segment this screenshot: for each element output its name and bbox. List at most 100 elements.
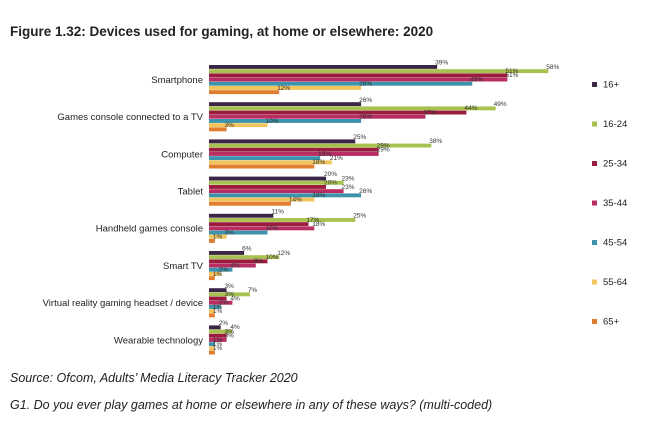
value-label-smart-tv-65: 1% — [213, 271, 223, 278]
bar-smart-tv-25-34 — [209, 259, 268, 264]
value-label-virtual-reality-gaming-headset-device-16-24: 7% — [248, 287, 258, 294]
bar-virtual-reality-gaming-headset-device-55-64 — [209, 309, 215, 314]
value-label-smartphone-35-44: 51% — [505, 72, 518, 79]
legend-label-25-34: 25-34 — [603, 159, 627, 170]
bar-computer-65 — [209, 164, 315, 169]
value-label-smartphone-55-64: 26% — [359, 81, 372, 88]
bar-smart-tv-55-64 — [209, 272, 221, 276]
bar-smartphone-45-54 — [209, 81, 473, 86]
value-label-computer-65: 18% — [312, 159, 325, 166]
value-label-wearable-technology-35-44: 3% — [225, 333, 235, 340]
value-label-smartphone-25-34: 51% — [505, 68, 518, 75]
bar-wearable-technology-45-54 — [209, 342, 215, 347]
value-label-computer-45-54: 19% — [318, 151, 331, 158]
bar-computer-55-64 — [209, 160, 332, 165]
category-label-wearable-technology: Wearable technology — [114, 335, 203, 346]
figure-title: Figure 1.32: Devices used for gaming, at… — [10, 24, 434, 39]
value-label-smart-tv-45-54: 4% — [230, 262, 240, 269]
value-label-wearable-technology-25-34: 3% — [225, 328, 235, 335]
bar-smartphone-65 — [209, 90, 280, 95]
value-label-handheld-games-console-55-64: 3% — [225, 229, 235, 236]
bar-computer-45-54 — [209, 156, 321, 161]
bar-smartphone-16-24 — [209, 69, 549, 74]
value-label-wearable-technology-16: 2% — [219, 320, 229, 327]
value-label-virtual-reality-gaming-headset-device-45-54: 2% — [219, 300, 229, 307]
bar-handheld-games-console-55-64 — [209, 234, 227, 239]
category-label-virtual-reality-gaming-headset-device: Virtual reality gaming headset / device — [43, 298, 203, 309]
value-label-games-console-connected-to-a-tv-16-24: 49% — [494, 101, 507, 108]
value-label-tablet-45-54: 26% — [359, 188, 372, 195]
bar-tablet-25-34 — [209, 185, 326, 189]
value-label-virtual-reality-gaming-headset-device-35-44: 4% — [230, 295, 240, 302]
value-labels: 39% 58% 51%51% 45% 26% 12% 26% 49% 44% 37% 26% 10% 3… — [213, 60, 560, 353]
bars — [209, 65, 549, 355]
legend-swatch-16 — [592, 82, 597, 87]
value-label-virtual-reality-gaming-headset-device-16: 3% — [225, 283, 235, 290]
bar-handheld-games-console-65 — [209, 239, 215, 243]
category-labels: Smartphone Games console connected to a T… — [43, 75, 204, 346]
legend-label-35-44: 35-44 — [603, 198, 627, 209]
legend-swatch-16-24 — [592, 121, 597, 127]
source-note: Source: Ofcom, Adults’ Media Literacy Tr… — [10, 371, 298, 385]
value-label-handheld-games-console-16: 11% — [271, 208, 284, 215]
value-label-wearable-technology-45-54: 1% — [213, 337, 223, 344]
bar-smartphone-25-34 — [209, 73, 508, 78]
bar-games-console-connected-to-a-tv-45-54 — [209, 119, 362, 123]
bar-handheld-games-console-35-44 — [209, 226, 315, 231]
bar-wearable-technology-35-44 — [209, 338, 227, 342]
bar-games-console-connected-to-a-tv-16-24 — [209, 106, 496, 111]
legend-swatch-35-44 — [592, 200, 597, 206]
value-label-smartphone-16-24: 58% — [546, 64, 559, 71]
value-label-tablet-25-34: 20% — [324, 180, 337, 187]
legend-label-45-54: 45-54 — [603, 238, 627, 249]
bar-virtual-reality-gaming-headset-device-25-34 — [209, 296, 227, 301]
bar-smartphone-35-44 — [209, 77, 508, 82]
bar-smart-tv-45-54 — [209, 267, 233, 272]
legend-swatch-65 — [592, 319, 597, 324]
value-label-smart-tv-25-34: 10% — [266, 254, 279, 261]
bar-handheld-games-console-16-24 — [209, 218, 356, 222]
category-label-tablet: Tablet — [178, 187, 204, 198]
value-label-smart-tv-55-64: 2% — [219, 267, 229, 274]
value-label-games-console-connected-to-a-tv-55-64: 10% — [266, 118, 279, 125]
value-label-games-console-connected-to-a-tv-25-34: 44% — [464, 105, 477, 112]
value-label-handheld-games-console-65: 1% — [213, 234, 223, 241]
bar-games-console-connected-to-a-tv-55-64 — [209, 123, 268, 128]
value-label-computer-16: 25% — [353, 134, 366, 141]
legend-label-16-24: 16-24 — [603, 119, 627, 130]
bar-games-console-connected-to-a-tv-16 — [209, 102, 362, 107]
bar-games-console-connected-to-a-tv-35-44 — [209, 114, 426, 119]
bar-games-console-connected-to-a-tv-25-34 — [209, 110, 467, 115]
value-label-virtual-reality-gaming-headset-device-25-34: 3% — [225, 291, 235, 298]
bar-chart: Smartphone Games console connected to a T… — [43, 60, 627, 355]
category-label-games-console-connected-to-a-tv: Games console connected to a TV — [57, 112, 203, 123]
value-label-computer-35-44: 29% — [377, 147, 390, 154]
bar-computer-35-44 — [209, 152, 379, 156]
value-label-smart-tv-16: 6% — [242, 246, 252, 253]
bar-tablet-65 — [209, 201, 291, 206]
bar-smart-tv-65 — [209, 276, 215, 281]
value-label-wearable-technology-55-64: 1% — [213, 341, 223, 348]
value-label-tablet-16-24: 23% — [342, 175, 355, 182]
value-label-computer-16-24: 38% — [429, 138, 442, 145]
bar-handheld-games-console-25-34 — [209, 222, 309, 227]
bar-computer-25-34 — [209, 147, 379, 152]
value-label-tablet-35-44: 23% — [342, 184, 355, 191]
legend: 16+ 16-24 25-34 35-44 45-54 55-64 65+ — [592, 80, 627, 328]
bar-virtual-reality-gaming-headset-device-65 — [209, 313, 215, 318]
bar-wearable-technology-16-24 — [209, 329, 233, 334]
value-label-smartphone-45-54: 45% — [470, 76, 483, 83]
bar-wearable-technology-16 — [209, 325, 221, 330]
bar-smart-tv-16-24 — [209, 255, 280, 260]
category-label-smartphone: Smartphone — [151, 75, 203, 86]
bar-smart-tv-35-44 — [209, 263, 256, 268]
question-note: G1. Do you ever play games at home or el… — [10, 398, 493, 412]
value-label-smart-tv-16-24: 12% — [277, 250, 290, 257]
value-label-virtual-reality-gaming-headset-device-65: 1% — [213, 308, 223, 315]
bar-handheld-games-console-45-54 — [209, 230, 268, 235]
category-label-handheld-games-console: Handheld games console — [96, 224, 203, 235]
bar-tablet-16 — [209, 176, 326, 181]
legend-label-16: 16+ — [603, 80, 620, 91]
value-label-computer-55-64: 21% — [330, 155, 343, 162]
value-label-smartphone-16: 39% — [435, 60, 448, 67]
